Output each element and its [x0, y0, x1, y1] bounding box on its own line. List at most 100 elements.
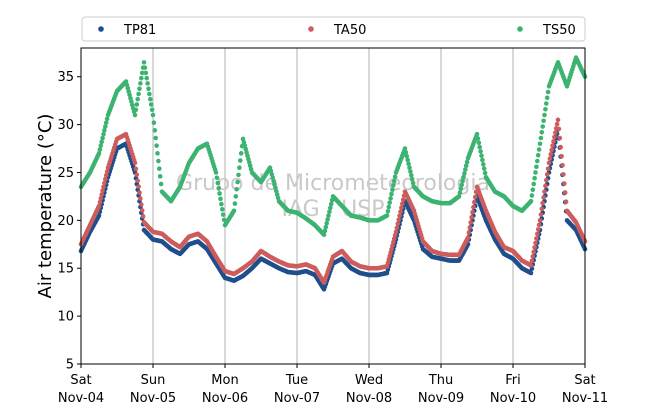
x-tick-date: Nov-10	[490, 391, 536, 406]
data-point	[390, 187, 395, 193]
data-point	[387, 253, 393, 259]
data-point	[562, 190, 568, 195]
data-point	[457, 190, 463, 195]
data-point	[393, 229, 399, 235]
data-point	[534, 236, 539, 241]
data-point	[528, 198, 534, 204]
data-point	[327, 209, 332, 215]
legend-label-TP81: TP81	[123, 23, 156, 38]
y-tick-label: 20	[57, 214, 74, 229]
data-point	[138, 196, 143, 201]
data-point	[139, 208, 145, 213]
data-point	[535, 152, 541, 158]
data-point	[150, 112, 156, 118]
data-point	[563, 199, 569, 204]
legend-marker-TS50	[517, 26, 523, 32]
data-point	[231, 208, 237, 214]
data-point	[544, 172, 550, 177]
data-point	[101, 131, 106, 137]
data-point	[404, 153, 410, 159]
x-tick-date: Nov-04	[58, 391, 104, 406]
data-point	[481, 162, 486, 167]
data-point	[533, 170, 538, 175]
data-point	[326, 213, 331, 218]
data-point	[408, 169, 413, 174]
data-point	[322, 228, 328, 234]
data-point	[528, 263, 534, 268]
data-point	[459, 182, 465, 188]
data-point	[232, 201, 238, 206]
data-point	[100, 135, 105, 141]
data-point	[400, 197, 406, 202]
data-point	[461, 174, 466, 180]
data-point	[156, 158, 161, 164]
data-point	[551, 139, 556, 144]
data-point	[540, 200, 545, 206]
legend-marker-TA50	[308, 26, 314, 32]
y-tick-label: 5	[66, 358, 74, 373]
data-point	[402, 146, 408, 151]
data-point	[144, 75, 149, 81]
data-point	[133, 166, 139, 172]
data-point	[472, 199, 477, 205]
legend-label-TS50: TS50	[542, 23, 576, 38]
data-point	[456, 194, 462, 199]
data-point	[238, 151, 244, 156]
data-point	[544, 177, 549, 183]
data-point	[96, 203, 102, 209]
data-point	[104, 116, 110, 122]
x-axis: Sat Nov-04 Sun Nov-05 Mon Nov-06 Tue Nov-07 Wed N…	[58, 364, 608, 406]
data-point	[545, 166, 551, 171]
data-point	[137, 190, 142, 195]
data-point	[399, 205, 404, 211]
data-point	[135, 96, 140, 102]
data-point	[533, 240, 538, 246]
data-point	[542, 189, 547, 194]
y-tick-label: 25	[57, 166, 74, 181]
data-point	[553, 130, 558, 136]
data-point	[324, 220, 330, 226]
data-point	[465, 235, 471, 240]
data-point	[100, 188, 105, 193]
x-tick-date: Nov-05	[130, 391, 176, 406]
legend-marker-TP81	[98, 26, 104, 32]
data-point	[482, 170, 488, 176]
data-point	[550, 143, 555, 148]
data-point	[152, 128, 158, 133]
data-point	[545, 89, 551, 95]
data-point	[406, 161, 411, 167]
data-point	[398, 209, 403, 215]
data-point	[559, 153, 564, 159]
data-point	[215, 180, 221, 186]
data-point	[555, 117, 561, 123]
data-point	[135, 178, 140, 184]
data-point	[560, 163, 565, 168]
data-point	[535, 231, 540, 237]
x-tick-date: Nov-07	[274, 391, 320, 406]
data-point	[234, 186, 239, 192]
y-tick-label: 35	[57, 70, 74, 85]
data-point	[139, 75, 144, 81]
data-point	[534, 164, 539, 170]
data-point	[145, 81, 150, 86]
data-point	[392, 233, 398, 238]
data-point	[478, 149, 483, 154]
data-point	[218, 196, 223, 202]
data-point	[328, 205, 333, 211]
data-point	[460, 178, 465, 184]
data-point	[103, 124, 108, 129]
data-point	[136, 184, 141, 189]
data-point	[394, 225, 400, 231]
data-point	[238, 158, 243, 163]
data-point	[535, 158, 540, 164]
data-point	[237, 165, 242, 170]
data-point	[328, 201, 334, 207]
data-point	[98, 143, 104, 148]
data-point	[391, 178, 397, 184]
data-point	[220, 207, 225, 212]
data-point	[143, 70, 149, 76]
data-point	[217, 191, 222, 196]
data-point	[142, 65, 148, 70]
data-point	[475, 136, 481, 141]
x-tick-date: Nov-11	[562, 391, 608, 406]
